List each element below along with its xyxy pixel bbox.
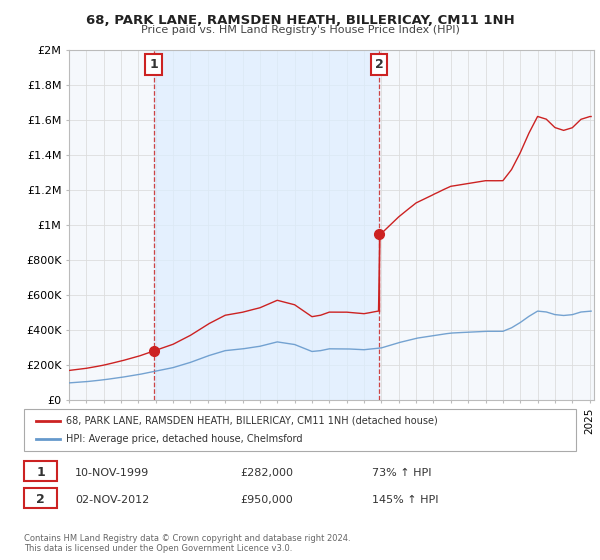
Text: 1: 1 (149, 58, 158, 71)
Text: 68, PARK LANE, RAMSDEN HEATH, BILLERICAY, CM11 1NH (detached house): 68, PARK LANE, RAMSDEN HEATH, BILLERICAY… (66, 416, 438, 426)
Text: 145% ↑ HPI: 145% ↑ HPI (372, 494, 439, 505)
Text: 2: 2 (37, 493, 45, 506)
Text: £950,000: £950,000 (240, 494, 293, 505)
Text: 1: 1 (37, 466, 45, 479)
Text: Price paid vs. HM Land Registry's House Price Index (HPI): Price paid vs. HM Land Registry's House … (140, 25, 460, 35)
Text: 73% ↑ HPI: 73% ↑ HPI (372, 468, 431, 478)
Text: Contains HM Land Registry data © Crown copyright and database right 2024.
This d: Contains HM Land Registry data © Crown c… (24, 534, 350, 553)
Bar (154, 50, 379, 400)
Text: £282,000: £282,000 (240, 468, 293, 478)
Text: HPI: Average price, detached house, Chelmsford: HPI: Average price, detached house, Chel… (66, 434, 302, 444)
Text: 10-NOV-1999: 10-NOV-1999 (75, 468, 149, 478)
Text: 68, PARK LANE, RAMSDEN HEATH, BILLERICAY, CM11 1NH: 68, PARK LANE, RAMSDEN HEATH, BILLERICAY… (86, 14, 514, 27)
Text: 2: 2 (375, 58, 383, 71)
Text: 02-NOV-2012: 02-NOV-2012 (75, 494, 149, 505)
